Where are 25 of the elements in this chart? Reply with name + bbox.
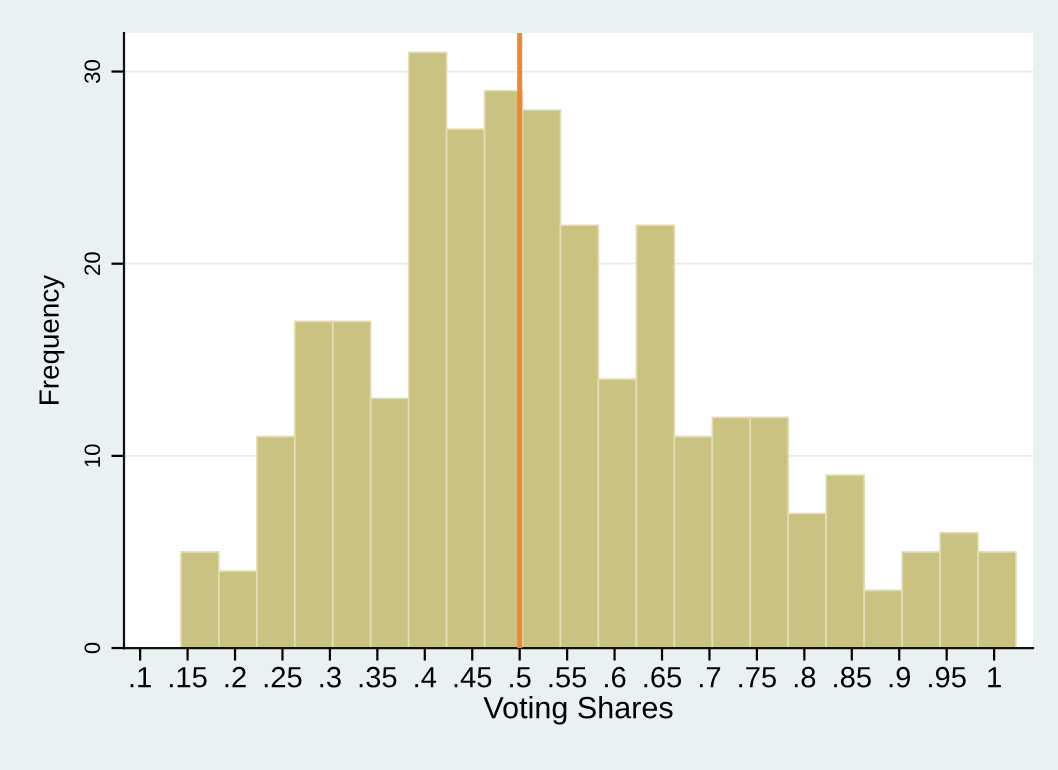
x-tick-label: .85	[834, 666, 871, 688]
x-tick-label: .7	[699, 667, 721, 688]
x-tick-label: .4	[415, 667, 437, 688]
x-tick-label: .3	[320, 666, 341, 688]
x-axis-title: Voting Shares	[483, 696, 673, 725]
y-axis-title: Frequency	[39, 275, 65, 404]
x-tick-label: .75	[739, 667, 776, 688]
x-tick-label: .6	[605, 666, 626, 688]
y-tick-label: 30	[84, 60, 101, 84]
x-tick-label: .15	[169, 667, 207, 688]
x-tick-label: .35	[359, 666, 397, 688]
x-tick-label: .9	[889, 666, 911, 688]
y-tick-label: 10	[84, 444, 101, 467]
x-tick-label: .8	[794, 666, 816, 688]
x-tick-label: .45	[454, 667, 492, 688]
y-tick-label: 20	[84, 252, 101, 275]
x-tick-label: .2	[225, 666, 246, 688]
x-tick-label: .25	[264, 666, 302, 688]
x-tick-label: .55	[549, 667, 587, 688]
x-tick-label: .65	[644, 666, 682, 688]
x-tick-label: 1	[988, 667, 1001, 688]
x-tick-label: .1	[130, 667, 151, 688]
y-tick-label: 0	[84, 642, 101, 654]
x-tick-label: .5	[510, 667, 531, 688]
x-tick-label: .95	[929, 666, 966, 688]
